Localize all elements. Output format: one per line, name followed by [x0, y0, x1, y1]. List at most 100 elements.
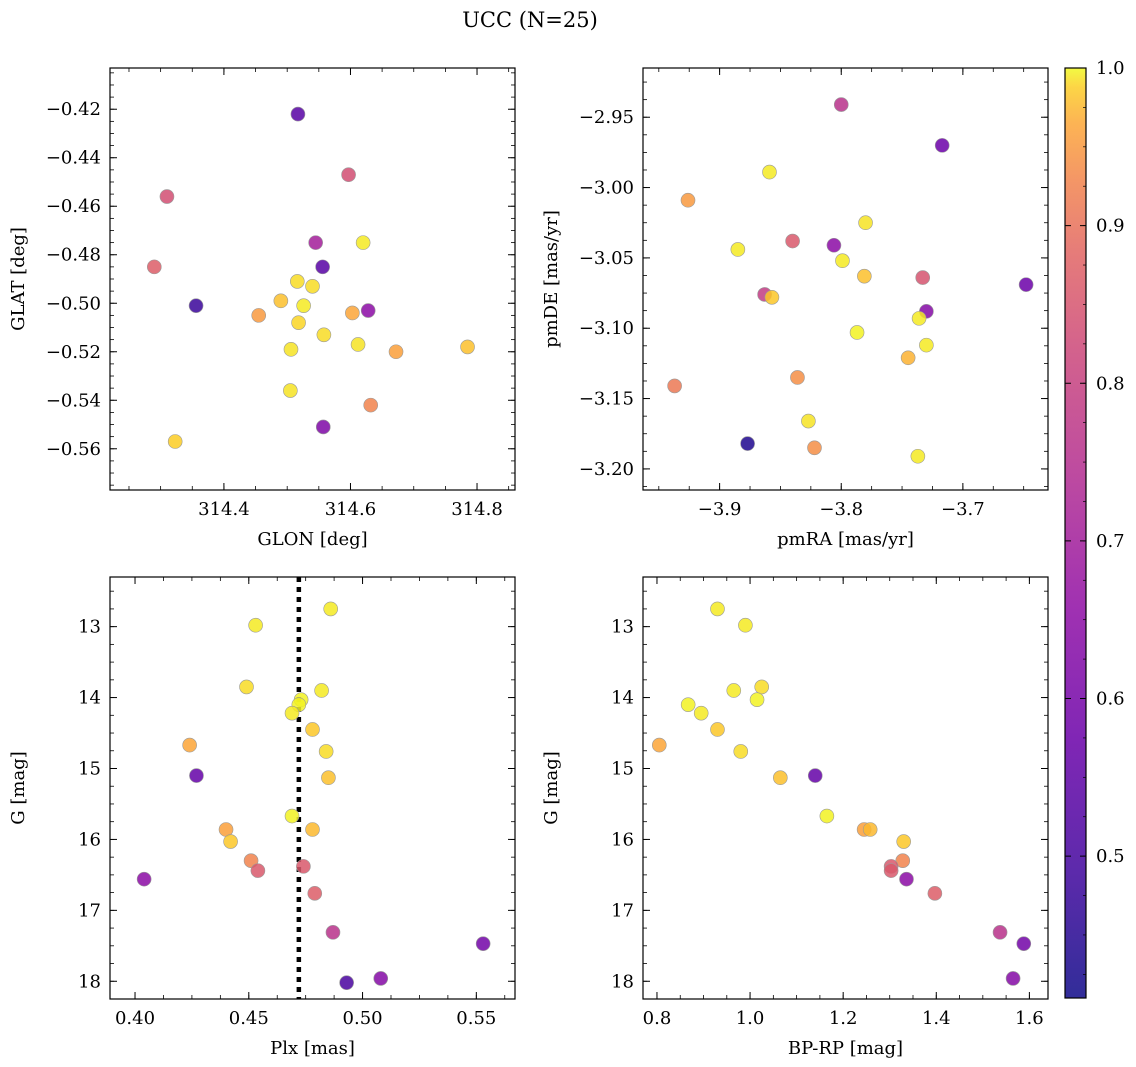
y-tick-label: −0.42 [46, 99, 101, 120]
y-tick-label: 13 [78, 617, 101, 638]
data-point [899, 871, 914, 887]
data-point [159, 189, 175, 204]
data-point [726, 683, 742, 698]
data-point [355, 235, 371, 250]
panels-group: 314.4 314.6 314.8 −0.42 −0.44 −0.46 −0.48 −0.50… [8, 67, 1049, 1059]
y-tick-label: −3.20 [579, 459, 634, 480]
data-point [801, 413, 816, 429]
data-point [849, 325, 865, 340]
x-tick-label: 314.8 [451, 499, 503, 520]
y-tick-label: 17 [78, 900, 101, 921]
data-point [308, 235, 323, 250]
y-tick-label: 14 [78, 688, 101, 709]
data-point [460, 339, 475, 355]
data-point [858, 215, 873, 231]
data-point [188, 298, 204, 313]
y-tick-label: −0.46 [46, 196, 101, 217]
x-tick-label: 0.50 [343, 1008, 383, 1029]
data-point [305, 278, 320, 294]
data-point [223, 834, 238, 849]
data-point [283, 342, 299, 357]
data-point [667, 378, 682, 394]
data-point [283, 383, 298, 398]
data-point [314, 683, 329, 698]
data-point [239, 679, 254, 695]
data-point [754, 679, 770, 695]
axes-frame [642, 576, 1049, 1000]
data-point [321, 770, 336, 786]
scatter-points [146, 106, 475, 449]
data-point [341, 167, 356, 183]
y-tick-label: −3.05 [579, 248, 634, 269]
scatter-points [136, 601, 491, 990]
data-point [296, 859, 311, 874]
data-point [296, 298, 311, 313]
colorbar: 0.5 0.6 0.7 0.8 0.9 1.0 [1064, 58, 1125, 999]
x-tick-label: 0.40 [115, 1008, 155, 1029]
data-point [189, 768, 204, 783]
data-point [710, 722, 725, 737]
x-axis-label: Plx [mas] [270, 1038, 355, 1059]
y-tick-label: −0.56 [46, 439, 101, 460]
data-point [857, 268, 872, 284]
colorbar-frame [1064, 67, 1087, 999]
y-tick-label: −0.50 [46, 293, 101, 314]
x-tick-label: −3.9 [698, 499, 742, 520]
data-point [1005, 971, 1021, 986]
colorbar-tick-label: 0.5 [1096, 846, 1125, 867]
y-axis-label: pmDE [mas/yr] [541, 210, 562, 348]
data-point [738, 617, 753, 633]
data-point [290, 106, 306, 122]
data-point [693, 705, 709, 721]
data-point [733, 744, 749, 759]
data-point [790, 370, 805, 385]
colorbar-tick-label: 0.7 [1096, 531, 1125, 552]
data-point [284, 808, 300, 824]
panel-2: −3.9 −3.8 −3.7 −2.95 −3.00 −3.05 −3.10 −3.15 −3.… [541, 67, 1049, 550]
data-point [680, 697, 696, 712]
data-point [862, 822, 878, 837]
x-tick-label: 1.6 [1015, 1008, 1044, 1029]
x-tick-label: 0.45 [229, 1008, 269, 1029]
data-point [363, 397, 379, 413]
y-tick-label: −0.48 [46, 245, 101, 266]
data-point [835, 253, 850, 269]
data-point [762, 164, 777, 180]
y-tick-label: 16 [78, 829, 101, 850]
data-point [305, 722, 320, 737]
y-tick-label: 17 [611, 900, 634, 921]
y-tick-label: −0.52 [46, 342, 101, 363]
y-tick-label: 13 [611, 617, 634, 638]
x-tick-label: 0.8 [643, 1008, 672, 1029]
x-tick-label: 1.2 [829, 1008, 858, 1029]
data-point [305, 822, 320, 837]
x-tick-label: 1.0 [736, 1008, 765, 1029]
scatter-points [667, 97, 1034, 464]
x-tick-label: 0.55 [456, 1008, 496, 1029]
x-axis-label: GLON [deg] [257, 529, 367, 550]
axes-frame [109, 576, 516, 1000]
data-point [883, 863, 899, 878]
data-point [136, 871, 152, 887]
y-tick-label: −3.10 [579, 318, 634, 339]
data-point [475, 936, 491, 951]
data-point [1016, 936, 1032, 951]
data-point [934, 138, 950, 153]
data-point [388, 344, 404, 360]
data-point [915, 270, 931, 285]
data-point [826, 237, 842, 253]
y-tick-label: −0.54 [46, 390, 101, 411]
data-point [710, 601, 725, 617]
y-tick-label: 15 [611, 758, 634, 779]
x-axis-label: pmRA [mas/yr] [777, 529, 914, 550]
data-point [749, 692, 765, 707]
colorbar-tick-label: 0.6 [1096, 689, 1125, 710]
y-tick-label: −3.00 [579, 178, 634, 199]
data-point [895, 853, 911, 868]
x-tick-label: 1.4 [922, 1008, 951, 1029]
x-tick-label: 314.4 [198, 499, 250, 520]
y-tick-label: 15 [78, 758, 101, 779]
y-axis-label: GLAT [deg] [8, 227, 29, 331]
data-point [146, 259, 162, 275]
data-point [740, 436, 755, 451]
